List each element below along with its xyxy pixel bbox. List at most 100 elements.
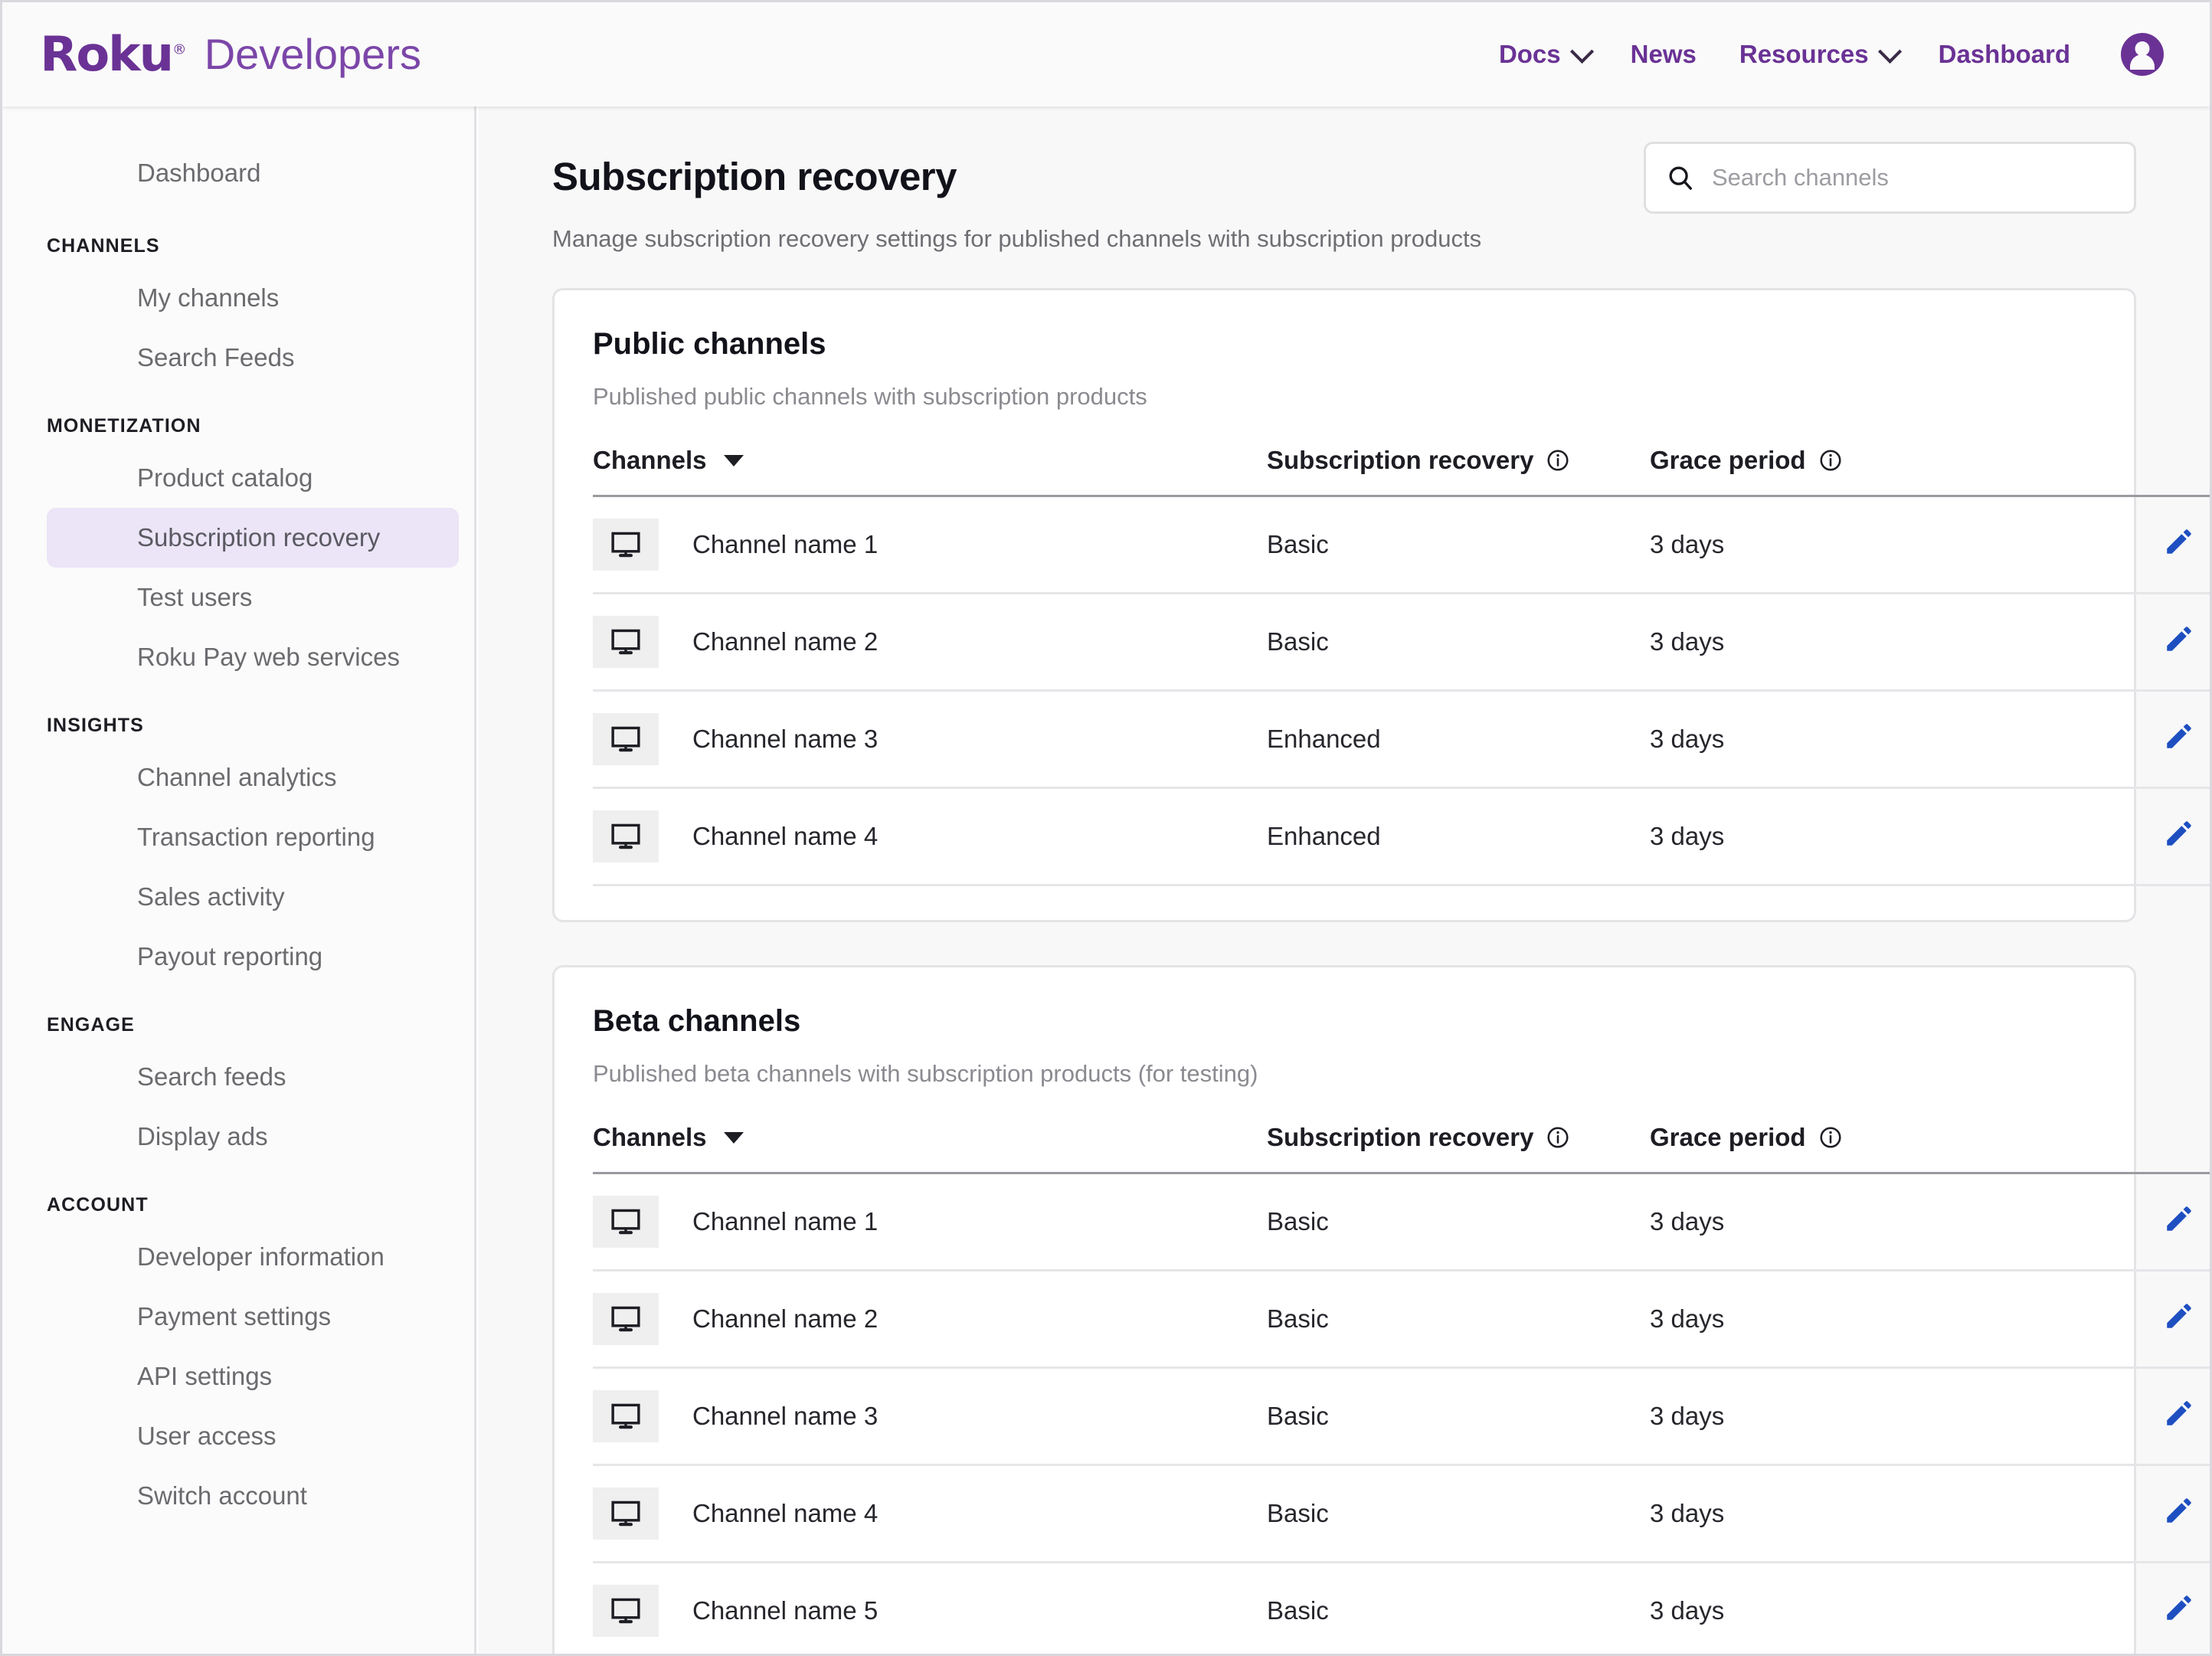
info-icon[interactable]	[1546, 1125, 1570, 1150]
edit-pencil-icon[interactable]	[2163, 623, 2195, 655]
table-row[interactable]: Channel name 3 Basic 3 days	[593, 1367, 2210, 1466]
column-header-channels[interactable]: Channels	[593, 1123, 1267, 1174]
table-row[interactable]: Channel name 1 Basic 3 days	[593, 496, 2210, 594]
cell-grace-period: 3 days	[1650, 787, 1987, 886]
beta-channels-card: Beta channels Published beta channels wi…	[552, 965, 2210, 1654]
channel-name-label: Channel name 5	[692, 1596, 879, 1625]
sidebar-item-subscription-recovery[interactable]: Subscription recovery	[47, 508, 459, 568]
edit-pencil-icon[interactable]	[2163, 525, 2195, 558]
brand-logo[interactable]: Roku® Developers	[40, 30, 421, 78]
info-icon[interactable]	[1818, 1125, 1843, 1150]
edit-pencil-icon[interactable]	[2163, 1592, 2195, 1624]
sidebar-item-my-channels[interactable]: My channels	[137, 283, 280, 312]
cell-channel-name: Channel name 4	[593, 787, 1267, 886]
cell-subscription-recovery: Basic	[1267, 1173, 1650, 1271]
table-header-row: Channels Subscription recovery	[593, 1123, 2210, 1174]
edit-pencil-icon[interactable]	[2163, 720, 2195, 752]
sidebar-item-switch-account[interactable]: Switch account	[137, 1481, 307, 1510]
beta-channels-table: Channels Subscription recovery	[593, 1123, 2210, 1654]
column-header-subscription-recovery: Subscription recovery	[1267, 1123, 1650, 1174]
sidebar-heading-monetization: MONETIZATION	[47, 415, 201, 437]
table-row[interactable]: Channel name 4 Basic 3 days	[593, 1465, 2210, 1563]
sidebar-item-sales-activity[interactable]: Sales activity	[137, 882, 285, 911]
column-header-subscription-recovery: Subscription recovery	[1267, 446, 1650, 497]
channel-name-label: Channel name 3	[692, 725, 879, 753]
column-header-grace-period: Grace period	[1650, 446, 1987, 497]
cell-channel-name: Channel name 3	[593, 1367, 1267, 1466]
search-channels-input[interactable]: Search channels	[1644, 142, 2136, 214]
page-subtitle: Manage subscription recovery settings fo…	[552, 225, 1482, 252]
cell-subscription-recovery: Basic	[1267, 1270, 1650, 1369]
edit-pencil-icon[interactable]	[2163, 1203, 2195, 1235]
table-row[interactable]: Channel name 1 Basic 3 days	[593, 1173, 2210, 1271]
cell-edit-action	[1987, 496, 2210, 594]
cell-edit-action	[1987, 1173, 2210, 1271]
table-row[interactable]: Channel name 2 Basic 3 days	[593, 1270, 2210, 1369]
sidebar-item-search-feeds-channels[interactable]: Search Feeds	[137, 343, 295, 371]
sidebar-item-dashboard[interactable]: Dashboard	[137, 159, 261, 187]
cell-channel-name: Channel name 2	[593, 593, 1267, 692]
cell-grace-period: 3 days	[1650, 1367, 1987, 1466]
sidebar-item-user-access[interactable]: User access	[137, 1422, 276, 1450]
chevron-down-icon	[1877, 39, 1902, 64]
sidebar-heading-engage: ENGAGE	[47, 1014, 135, 1036]
nav-item-docs[interactable]: Docs	[1498, 39, 1594, 69]
cell-edit-action	[1987, 1465, 2210, 1563]
edit-pencil-icon[interactable]	[2163, 1300, 2195, 1332]
sort-descending-caret-icon[interactable]	[723, 454, 744, 466]
column-header-subscription-recovery-label: Subscription recovery	[1267, 446, 1534, 474]
cell-grace-period: 3 days	[1650, 1173, 1987, 1271]
nav-item-dashboard-label: Dashboard	[1938, 40, 2070, 68]
cell-subscription-recovery: Basic	[1267, 1465, 1650, 1563]
column-header-channels-label: Channels	[593, 446, 707, 474]
monitor-icon	[593, 616, 659, 668]
top-header-bar: Roku® Developers Docs News Resources Das…	[2, 2, 2210, 106]
column-header-channels-label: Channels	[593, 1123, 707, 1151]
public-channels-title: Public channels	[593, 327, 826, 361]
monitor-icon	[593, 1293, 659, 1345]
sidebar-item-payout-reporting[interactable]: Payout reporting	[137, 942, 323, 970]
sidebar-item-transaction-reporting[interactable]: Transaction reporting	[137, 823, 375, 851]
sidebar-item-test-users[interactable]: Test users	[137, 583, 253, 611]
sort-descending-caret-icon[interactable]	[723, 1131, 744, 1144]
main-content-area: Subscription recovery Manage subscriptio…	[479, 106, 2210, 1654]
table-row[interactable]: Channel name 4 Enhanced 3 days	[593, 787, 2210, 886]
public-channels-table: Channels Subscription recovery	[593, 446, 2210, 886]
info-icon[interactable]	[1818, 448, 1843, 473]
nav-item-resources[interactable]: Resources	[1739, 39, 1902, 69]
sidebar-item-channel-analytics[interactable]: Channel analytics	[137, 763, 337, 791]
edit-pencil-icon[interactable]	[2163, 1397, 2195, 1429]
table-row[interactable]: Channel name 2 Basic 3 days	[593, 593, 2210, 692]
column-header-grace-period: Grace period	[1650, 1123, 1987, 1174]
info-icon[interactable]	[1546, 448, 1570, 473]
cell-edit-action	[1987, 1367, 2210, 1466]
sidebar-item-search-feeds-engage[interactable]: Search feeds	[137, 1062, 286, 1091]
sidebar-item-display-ads[interactable]: Display ads	[137, 1122, 268, 1150]
cell-edit-action	[1987, 1562, 2210, 1654]
monitor-icon	[593, 1585, 659, 1637]
channel-name-label: Channel name 2	[692, 627, 879, 656]
table-row[interactable]: Channel name 5 Basic 3 days	[593, 1562, 2210, 1654]
sidebar-item-developer-information[interactable]: Developer information	[137, 1242, 384, 1271]
brand-developers-word: Developers	[204, 30, 421, 78]
cell-channel-name: Channel name 2	[593, 1270, 1267, 1369]
sidebar-item-api-settings[interactable]: API settings	[137, 1362, 273, 1390]
edit-pencil-icon[interactable]	[2163, 817, 2195, 849]
nav-item-news[interactable]: News	[1631, 40, 1697, 69]
cell-grace-period: 3 days	[1650, 690, 1987, 789]
sidebar-item-payment-settings[interactable]: Payment settings	[137, 1302, 332, 1330]
edit-pencil-icon[interactable]	[2163, 1494, 2195, 1527]
cell-channel-name: Channel name 5	[593, 1562, 1267, 1654]
column-header-channels[interactable]: Channels	[593, 446, 1267, 497]
sidebar-heading-insights: INSIGHTS	[47, 715, 144, 736]
nav-item-docs-label: Docs	[1498, 40, 1561, 68]
monitor-icon	[593, 713, 659, 765]
sidebar-item-roku-pay-web-services[interactable]: Roku Pay web services	[137, 643, 400, 671]
monitor-icon	[593, 519, 659, 571]
account-avatar-icon[interactable]	[2121, 33, 2164, 76]
nav-item-dashboard[interactable]: Dashboard	[1939, 40, 2070, 69]
sidebar-item-product-catalog[interactable]: Product catalog	[137, 463, 313, 492]
table-row[interactable]: Channel name 3 Enhanced 3 days	[593, 690, 2210, 789]
column-header-grace-period-label: Grace period	[1650, 446, 1806, 474]
cell-grace-period: 3 days	[1650, 496, 1987, 594]
